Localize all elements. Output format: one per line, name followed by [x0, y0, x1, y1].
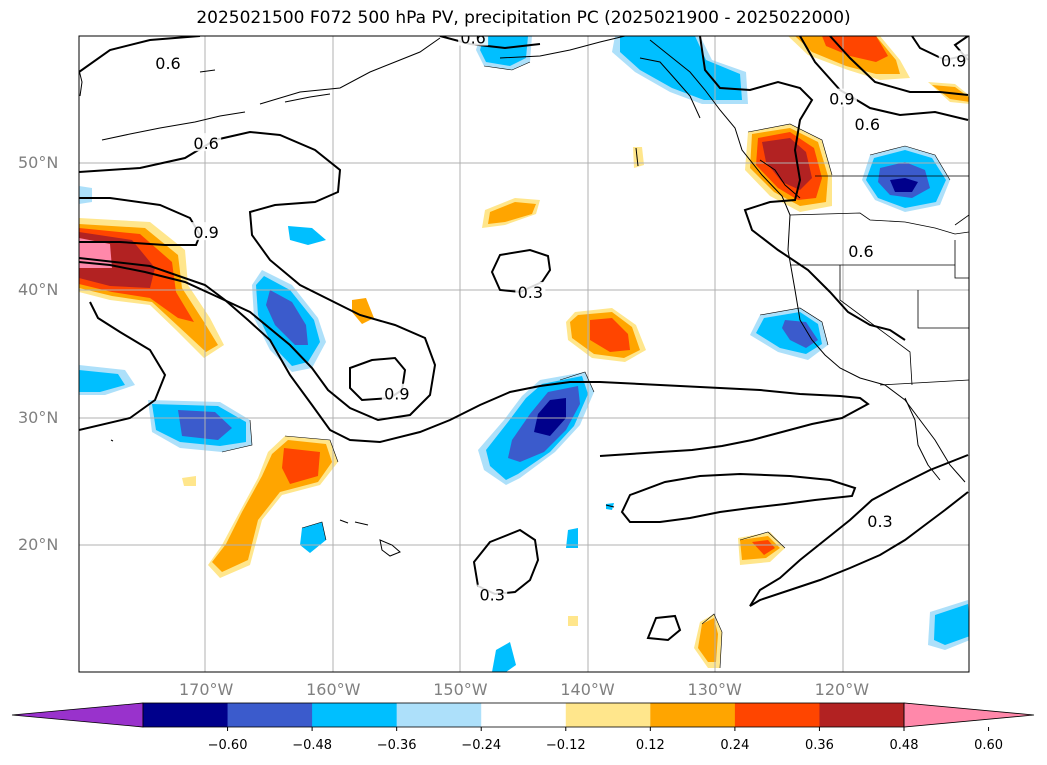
colorbar-segment	[312, 703, 398, 727]
pv-contour-label: 0.9	[941, 51, 966, 70]
graticule	[79, 36, 969, 672]
pv-contour-label: 0.3	[518, 283, 543, 302]
colorbar-tick-label: −0.12	[545, 738, 586, 753]
lon-label: 130°W	[687, 680, 742, 699]
colorbar-tick-label: 0.36	[804, 738, 834, 753]
lon-label: 150°W	[433, 680, 488, 699]
pv-label-background	[826, 88, 857, 107]
lat-label: 30°N	[18, 407, 59, 427]
lon-label: 160°W	[306, 680, 361, 699]
pv-label-background	[865, 510, 895, 529]
pv-contour-label: 0.6	[848, 242, 873, 261]
map-frame	[78, 35, 970, 673]
pv-label-background	[153, 52, 183, 71]
colorbar-tick-label: −0.36	[376, 738, 417, 753]
coastlines	[79, 36, 966, 557]
colorbar-tick-label: −0.24	[461, 738, 502, 753]
colorbar-segment	[396, 703, 482, 727]
pv-label-background	[191, 133, 222, 152]
lat-label: 20°N	[18, 534, 59, 554]
lat-label: 40°N	[18, 280, 59, 300]
pv-contour-label: 0.6	[460, 29, 485, 48]
pv-contour-label: 0.9	[384, 385, 409, 404]
colorbar-tick-label: −0.48	[292, 738, 333, 753]
colorbar-tick-label: −0.60	[207, 738, 248, 753]
pv-contours	[79, 36, 969, 642]
lon-label: 120°W	[814, 680, 870, 699]
pv-contour-label: 0.3	[867, 512, 892, 531]
colorbar	[11, 702, 1035, 731]
pv-contour-label: 0.6	[193, 134, 218, 153]
lat-label: 50°N	[18, 153, 59, 173]
pv-label-background	[477, 584, 508, 603]
pv-label-background	[845, 241, 876, 260]
pv-label-background	[515, 281, 546, 300]
pv-label-background	[852, 114, 883, 133]
lon-label: 170°W	[178, 680, 234, 699]
precip-outlines	[221, 61, 951, 669]
colorbar-tick-label: 0.48	[889, 738, 919, 753]
precipitation-shading	[79, 36, 969, 672]
map-title: 2025021500 F072 500 hPa PV, precipitatio…	[196, 8, 851, 28]
pv-contour-labels: 0.60.60.60.90.30.90.30.90.60.90.60.3	[153, 29, 969, 605]
colorbar-segment	[734, 703, 820, 727]
pv-label-background	[381, 383, 412, 402]
colorbar-tick-label: 0.60	[974, 738, 1004, 753]
colorbar-segment	[819, 703, 905, 727]
pv-label-background	[938, 50, 969, 69]
pv-contour-label: 0.3	[479, 586, 504, 605]
colorbar-segment	[481, 703, 567, 727]
colorbar-extend-low	[11, 702, 144, 728]
colorbar-segment	[143, 703, 229, 727]
pv-contour-label: 0.9	[829, 90, 854, 109]
pv-contour-label: 0.6	[855, 115, 880, 134]
colorbar-segment	[650, 703, 736, 727]
colorbar-segment	[565, 703, 651, 727]
pv-label-background	[458, 36, 489, 46]
colorbar-frame	[142, 702, 905, 728]
pv-contour-label: 0.9	[193, 223, 218, 242]
colorbar-tick-label: 0.12	[635, 738, 665, 753]
colorbar-extend-high	[903, 702, 1035, 728]
colorbar-tick-label: 0.24	[720, 738, 750, 753]
pv-contour-label: 0.6	[155, 54, 180, 73]
pv-label-background	[191, 222, 222, 241]
colorbar-segment	[227, 703, 313, 727]
lon-label: 140°W	[560, 680, 615, 699]
